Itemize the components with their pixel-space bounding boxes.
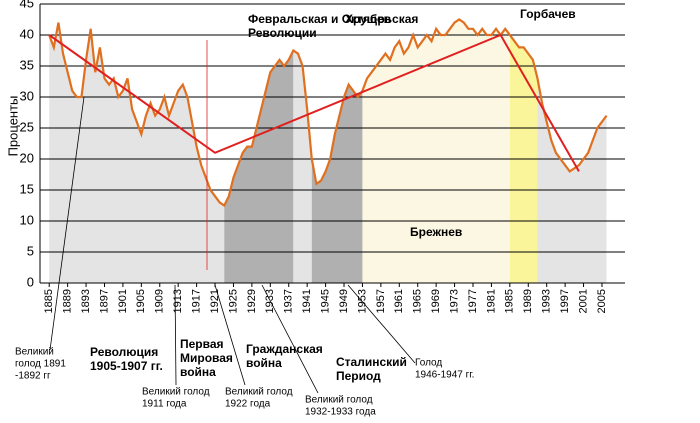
region — [509, 19, 538, 283]
y-tick-label: 0 — [27, 274, 34, 289]
x-tick-label: 1897 — [98, 289, 110, 313]
annotation: война — [246, 356, 282, 370]
x-tick-label: 1885 — [43, 289, 55, 313]
regions — [49, 19, 607, 283]
x-tick-label: 2001 — [577, 289, 589, 313]
annotation: Великий — [15, 347, 54, 358]
region — [311, 19, 363, 283]
y-tick-label: 25 — [20, 119, 34, 134]
annotation: Февральская и Октябрьская — [248, 12, 418, 26]
x-tick-label: 1997 — [559, 289, 571, 313]
annotation: голод 1891 — [15, 359, 66, 370]
x-tick-label: 1929 — [246, 289, 258, 313]
annotation: Хрущев — [345, 12, 391, 26]
leader-line — [49, 96, 85, 351]
x-tick-label: 1985 — [504, 289, 516, 313]
annotation: Голод — [415, 358, 442, 369]
annotation: Гражданская — [246, 342, 323, 356]
annotation: Сталинский — [336, 355, 407, 369]
y-tick-label: 5 — [27, 243, 34, 258]
annotation: 1932-1933 года — [305, 407, 376, 418]
annotation: Великий голод — [225, 387, 293, 398]
x-tick-label: 1941 — [301, 289, 313, 313]
annotation: 1905-1907 гг. — [90, 359, 163, 373]
x-tick-label: 1913 — [172, 289, 184, 313]
leader-line — [174, 284, 177, 386]
leader-line — [347, 284, 416, 364]
annotation: Мировая — [180, 351, 233, 365]
x-tick-label: 1937 — [283, 289, 295, 313]
y-tick-label: 35 — [20, 57, 34, 72]
x-tick-label: 1893 — [80, 289, 92, 313]
y-tick-label: 30 — [20, 88, 34, 103]
annotation: -1892 гг — [15, 371, 51, 382]
annotation: война — [180, 365, 216, 379]
x-tick-label: 1917 — [191, 289, 203, 313]
x-tick-label: 1925 — [227, 289, 239, 313]
x-tick-label: 1921 — [209, 289, 221, 313]
annotation: Революции — [248, 26, 317, 40]
x-tick-label: 1989 — [522, 289, 534, 313]
y-tick-label: 45 — [20, 0, 34, 10]
x-tick-label: 1969 — [430, 289, 442, 313]
x-tick-label: 1905 — [135, 289, 147, 313]
annotation: Брежнев — [410, 225, 462, 239]
annotation: Великий голод — [305, 395, 373, 406]
annotation: Первая — [180, 337, 224, 351]
annotation: Революция — [90, 345, 158, 359]
y-tick-label: 15 — [20, 181, 34, 196]
x-tick-label: 1993 — [541, 289, 553, 313]
x-tick-label: 1961 — [393, 289, 405, 313]
x-tick-label: 1977 — [467, 289, 479, 313]
x-tick-label: 1949 — [338, 289, 350, 313]
x-tick-label: 1981 — [485, 289, 497, 313]
annotation: Великий голод — [142, 387, 210, 398]
x-tick-label: 1909 — [154, 289, 166, 313]
annotation: 1911 года — [142, 399, 187, 410]
line — [48, 18, 608, 208]
y-tick-label: 20 — [20, 150, 34, 165]
x-tick-label: 1889 — [62, 289, 74, 313]
x-tick-label: 1965 — [412, 289, 424, 313]
annotation: Период — [336, 369, 381, 383]
x-tick-label: 1945 — [319, 289, 331, 313]
annotation: Горбачев — [520, 7, 576, 21]
x-tick-label: 2005 — [596, 289, 608, 313]
leader-line — [261, 284, 319, 394]
x-tick-label: 1973 — [448, 289, 460, 313]
y-axis-label: Проценты — [5, 96, 20, 157]
annotation: 1946-1947 гг. — [415, 370, 474, 381]
x-tick-label: 1957 — [375, 289, 387, 313]
y-tick-label: 10 — [20, 212, 34, 227]
y-tick-label: 40 — [20, 26, 34, 41]
region — [224, 19, 294, 283]
region — [537, 19, 607, 283]
region — [293, 19, 312, 283]
line — [48, 33, 580, 172]
region — [362, 19, 510, 283]
annotation: 1922 года — [225, 399, 271, 410]
x-tick-label: 1901 — [117, 289, 129, 313]
leader-line — [214, 284, 246, 386]
